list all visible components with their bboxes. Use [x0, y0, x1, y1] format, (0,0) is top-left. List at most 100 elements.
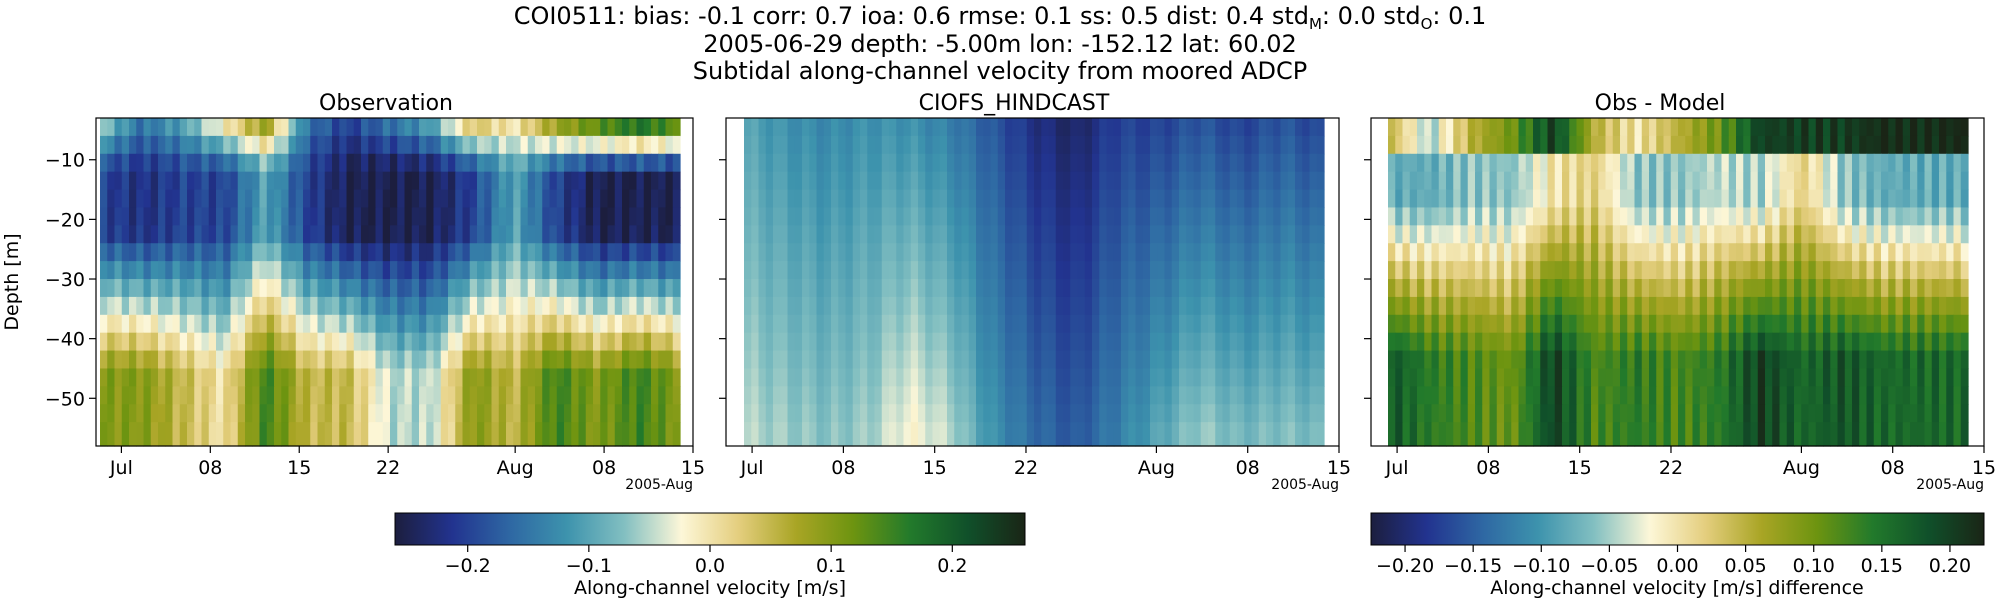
heatmap-cell [838, 243, 847, 262]
heatmap-cell [1489, 368, 1498, 387]
heatmap-cell [1902, 261, 1911, 280]
heatmap-cell [1302, 225, 1311, 244]
heatmap-cell [1005, 314, 1013, 334]
heatmap-cell [1388, 314, 1396, 334]
heatmap-cell [600, 261, 609, 280]
heatmap-cell [426, 135, 435, 155]
heatmap-cell [794, 118, 803, 137]
heatmap-cell [816, 118, 825, 137]
heatmap-cell [1388, 296, 1396, 316]
heatmap-cell [1229, 296, 1238, 316]
heatmap-cell [1692, 225, 1701, 244]
heatmap-cell [564, 243, 572, 262]
heatmap-cell [889, 368, 897, 387]
heatmap-cell [1048, 153, 1057, 173]
heatmap-cell [1251, 243, 1260, 262]
heatmap-cell [1612, 171, 1621, 191]
heatmap-cell [1591, 368, 1599, 387]
heatmap-cell [1092, 404, 1100, 423]
heatmap-cell [564, 350, 572, 370]
heatmap-cell [1453, 386, 1462, 405]
heatmap-cell [852, 422, 861, 447]
heatmap-cell [1772, 207, 1781, 226]
heatmap-cell [1888, 243, 1897, 262]
heatmap-cell [266, 332, 275, 352]
heatmap-cell [1939, 118, 1947, 137]
heatmap-cell [230, 350, 239, 370]
heatmap-cell [1164, 296, 1173, 316]
heatmap-cell [600, 279, 609, 298]
heatmap-cell [1287, 171, 1296, 191]
heatmap-cell [107, 153, 116, 173]
heatmap-cell [201, 386, 210, 405]
heatmap-cell [578, 296, 587, 316]
heatmap-cell [1656, 332, 1665, 352]
heatmap-cell [809, 296, 818, 316]
heatmap-cell [158, 279, 166, 298]
heatmap-cell [751, 314, 760, 334]
heatmap-cell [303, 261, 311, 280]
heatmap-cell [172, 332, 181, 352]
heatmap-cell [651, 225, 659, 244]
heatmap-cell [1055, 243, 1064, 262]
heatmap-cell [1757, 296, 1766, 316]
heatmap-cell [1070, 314, 1079, 334]
heatmap-cell [1736, 332, 1744, 352]
heatmap-cell [1946, 404, 1955, 423]
heatmap-cell [208, 404, 217, 423]
heatmap-cell [1121, 296, 1129, 316]
heatmap-cell [1859, 261, 1868, 280]
heatmap-cell [448, 296, 456, 316]
heatmap-cell [1634, 332, 1643, 352]
heatmap-cell [1815, 422, 1824, 447]
heatmap-cell [1946, 350, 1955, 370]
heatmap-cell [1084, 368, 1093, 387]
heatmap-cell [1547, 350, 1556, 370]
heatmap-cell [477, 135, 485, 155]
heatmap-cell [440, 404, 449, 423]
heatmap-cell [411, 350, 420, 370]
heatmap-cell [1309, 314, 1318, 334]
heatmap-cell [527, 404, 536, 423]
heatmap-cell [1026, 243, 1035, 262]
heatmap-cell [1005, 422, 1013, 447]
colorbar-tick-label: 0.1 [816, 555, 846, 577]
heatmap-cell [1794, 386, 1802, 405]
heatmap-cell [411, 135, 420, 155]
heatmap-cell [1786, 171, 1795, 191]
heatmap-cell [614, 296, 623, 316]
heatmap-cell [1902, 404, 1911, 423]
heatmap-cell [1939, 243, 1947, 262]
heatmap-cell [281, 404, 290, 423]
heatmap-cell [1765, 368, 1773, 387]
heatmap-cell [1475, 296, 1483, 316]
heatmap-cell [845, 386, 854, 405]
heatmap-cell [1670, 171, 1679, 191]
heatmap-cell [1266, 243, 1274, 262]
heatmap-cell [867, 332, 876, 352]
heatmap-cell [114, 296, 123, 316]
heatmap-cell [918, 368, 926, 387]
heatmap-cell [1939, 332, 1947, 352]
heatmap-cell [831, 350, 839, 370]
heatmap-cell [121, 261, 130, 280]
heatmap-cell [266, 153, 275, 173]
heatmap-cell [968, 314, 977, 334]
heatmap-cell [295, 332, 304, 352]
heatmap-cell [1511, 350, 1520, 370]
heatmap-cell [1316, 207, 1325, 226]
heatmap-cell [1388, 404, 1396, 423]
heatmap-cell [997, 350, 1006, 370]
heatmap-cell [332, 279, 340, 298]
heatmap-cell [983, 386, 992, 405]
heatmap-cell [1266, 350, 1274, 370]
heatmap-cell [976, 225, 984, 244]
heatmap-cell [469, 422, 478, 447]
heatmap-cell [600, 314, 609, 334]
heatmap-cell [1179, 171, 1187, 191]
heatmap-cell [1678, 171, 1686, 191]
heatmap-cell [259, 118, 268, 137]
heatmap-cell [1743, 189, 1752, 209]
heatmap-cell [1605, 314, 1614, 334]
heatmap-cell [1743, 153, 1752, 173]
